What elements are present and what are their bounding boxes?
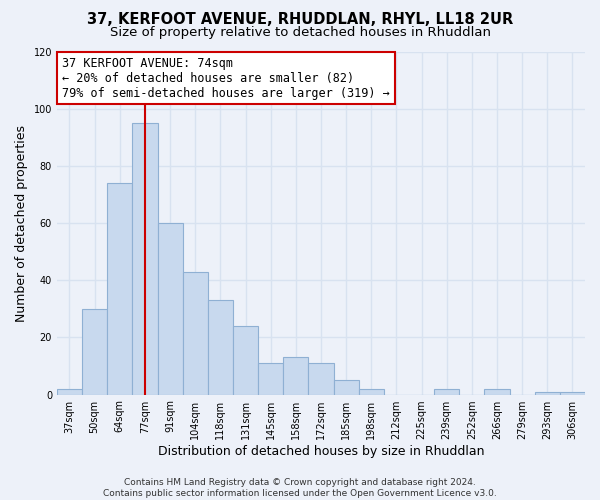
Text: 37 KERFOOT AVENUE: 74sqm
← 20% of detached houses are smaller (82)
79% of semi-d: 37 KERFOOT AVENUE: 74sqm ← 20% of detach… xyxy=(62,56,390,100)
Bar xyxy=(82,309,107,394)
Bar xyxy=(208,300,233,394)
Bar xyxy=(182,272,208,394)
Bar xyxy=(359,389,384,394)
Text: Size of property relative to detached houses in Rhuddlan: Size of property relative to detached ho… xyxy=(110,26,491,39)
Bar xyxy=(283,358,308,395)
Bar xyxy=(308,363,334,394)
Bar xyxy=(560,392,585,394)
Text: Contains HM Land Registry data © Crown copyright and database right 2024.
Contai: Contains HM Land Registry data © Crown c… xyxy=(103,478,497,498)
Bar xyxy=(233,326,258,394)
X-axis label: Distribution of detached houses by size in Rhuddlan: Distribution of detached houses by size … xyxy=(158,444,484,458)
Bar xyxy=(133,123,158,394)
Bar xyxy=(57,389,82,394)
Bar xyxy=(484,389,509,394)
Bar xyxy=(334,380,359,394)
Bar xyxy=(107,183,133,394)
Text: 37, KERFOOT AVENUE, RHUDDLAN, RHYL, LL18 2UR: 37, KERFOOT AVENUE, RHUDDLAN, RHYL, LL18… xyxy=(87,12,513,28)
Bar xyxy=(434,389,459,394)
Bar xyxy=(158,223,182,394)
Bar xyxy=(258,363,283,394)
Bar xyxy=(535,392,560,394)
Y-axis label: Number of detached properties: Number of detached properties xyxy=(15,124,28,322)
